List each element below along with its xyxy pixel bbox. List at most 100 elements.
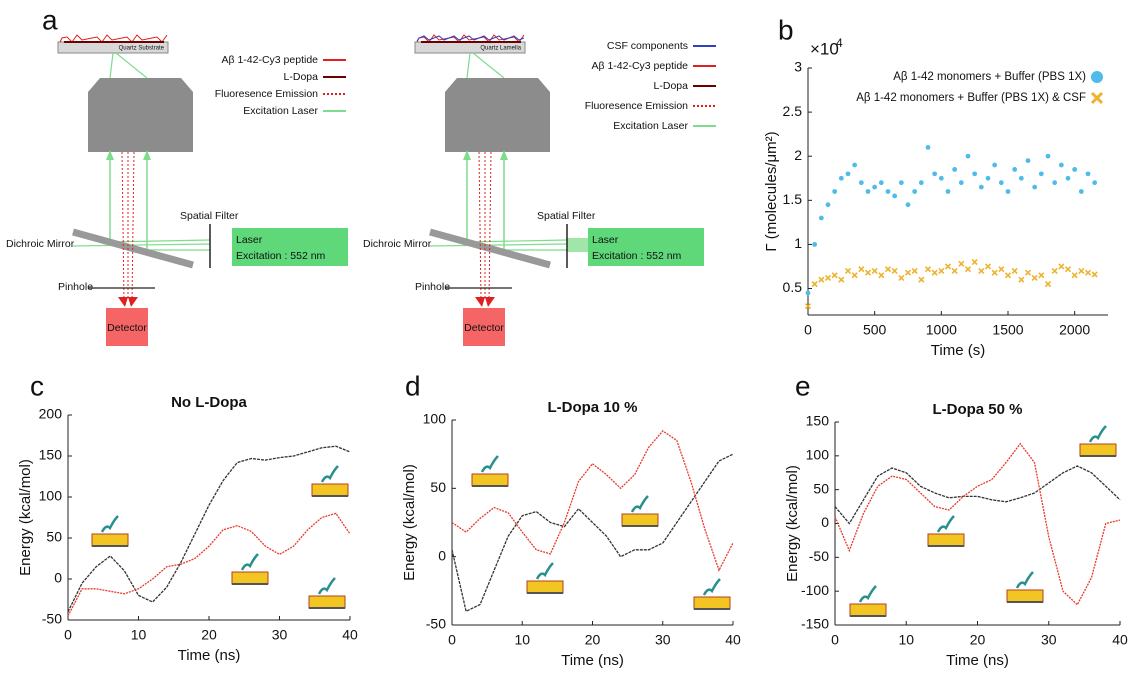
- mirror-label: Dichroic Mirror: [363, 238, 432, 250]
- peptide-structure: [702, 578, 721, 596]
- y-axis-label: Energy (kcal/mol): [784, 465, 801, 582]
- data-line: [451, 453, 734, 613]
- laser-beam: [472, 52, 505, 79]
- membrane: [308, 595, 346, 609]
- data-point: [1078, 267, 1085, 274]
- csf-component: [416, 35, 525, 42]
- y-axis-label: Γ (molecules/μm²): [763, 131, 780, 251]
- peptide: [416, 34, 525, 43]
- peptide-structure: [320, 465, 339, 483]
- mirror-label: Dichroic Mirror: [6, 238, 75, 250]
- data-point: [944, 263, 952, 270]
- data-point: [825, 202, 831, 208]
- membrane: [693, 596, 731, 610]
- data-point: [905, 202, 911, 208]
- data-point: [1092, 180, 1098, 186]
- data-point: [971, 259, 978, 266]
- y-tick-label: 0: [54, 570, 62, 586]
- arrow: [475, 297, 495, 307]
- l-dopa: [421, 41, 521, 43]
- laser-label: Laser: [592, 234, 619, 246]
- data-point: [1038, 171, 1044, 177]
- data-point: [978, 184, 984, 190]
- membrane: [1079, 443, 1117, 457]
- peptide-structure: [317, 577, 336, 595]
- membrane: [526, 580, 564, 594]
- data-point: [938, 175, 944, 181]
- membrane: [471, 473, 509, 487]
- y-tick-label: 150: [806, 413, 830, 429]
- data-point: [1004, 272, 1012, 279]
- data-point: [818, 215, 824, 221]
- y-tick-label: 50: [813, 480, 829, 496]
- data-point: [972, 171, 978, 177]
- data-point: [964, 266, 972, 273]
- data-point: [804, 303, 812, 310]
- data-point: [898, 274, 905, 282]
- x-tick-label: 1000: [926, 322, 957, 338]
- membrane: [231, 571, 269, 585]
- legend-label: Aβ 1-42 monomers + Buffer (PBS 1X): [893, 71, 1086, 83]
- data-point: [858, 266, 865, 273]
- x-tick-label: 20: [201, 627, 217, 643]
- data-point: [998, 180, 1004, 186]
- y-tick-label: 50: [46, 529, 62, 545]
- data-point: [884, 266, 892, 273]
- data-line: [451, 430, 734, 572]
- legend-label: CSF components: [607, 40, 688, 52]
- legend-label: Excitation Laser: [243, 105, 318, 117]
- x-tick-label: 10: [898, 632, 914, 648]
- laser-beam: [109, 52, 114, 79]
- laser-beam: [466, 239, 568, 243]
- pinhole-label: Pinhole: [58, 281, 93, 293]
- data-point: [871, 267, 878, 274]
- y-tick-label: 100: [39, 488, 63, 504]
- x-tick-label: 2000: [1059, 322, 1090, 338]
- y-tick-label: -150: [801, 616, 829, 632]
- data-point: [918, 180, 924, 186]
- x-tick-label: 20: [585, 632, 601, 648]
- data-point: [911, 267, 918, 274]
- membrane: [1006, 589, 1044, 603]
- excitation-label: Excitation : 552 nm: [236, 250, 326, 262]
- data-point: [1044, 281, 1052, 288]
- x-axis-label: Time (ns): [946, 652, 1009, 669]
- data-point: [1071, 272, 1078, 279]
- arrow: [463, 150, 508, 160]
- chart-title: No L-Dopa: [171, 394, 247, 411]
- data-point: [932, 171, 938, 177]
- data-point: [1011, 267, 1018, 274]
- data-point: [844, 267, 852, 274]
- data-point: [1031, 274, 1038, 282]
- y-tick-label: 150: [39, 447, 63, 463]
- y-tick-label: -50: [809, 548, 829, 564]
- y-tick-label: -50: [42, 611, 62, 627]
- data-point: [912, 189, 918, 194]
- detector-label: Detector: [464, 322, 504, 334]
- legend-label: Aβ 1-42-Cy3 peptide: [221, 54, 318, 66]
- peptide-structure: [1015, 571, 1034, 589]
- chart-title: L-Dopa 10 %: [547, 399, 637, 416]
- x-axis-label: Time (ns): [561, 652, 624, 669]
- laser-beam: [109, 239, 211, 243]
- y-tick-label: 1.5: [783, 191, 803, 207]
- data-point: [878, 272, 885, 279]
- x-tick-label: 1500: [992, 322, 1023, 338]
- chart-title: L-Dopa 50 %: [932, 401, 1022, 418]
- y-tick-label: 1: [794, 235, 802, 251]
- data-point: [958, 180, 964, 186]
- legend-label: Aβ 1-42 monomers + Buffer (PBS 1X) & CSF: [856, 92, 1086, 104]
- panel-label: c: [30, 370, 44, 401]
- x-axis-label: Time (s): [931, 342, 985, 359]
- peptide-structure: [535, 562, 554, 580]
- spatial-filter-label: Spatial Filter: [180, 210, 239, 222]
- data-point: [851, 272, 858, 279]
- data-point: [938, 267, 945, 274]
- data-point: [1084, 269, 1092, 276]
- laser-beam: [115, 52, 148, 79]
- data-point: [904, 269, 912, 276]
- data-point: [1012, 167, 1018, 172]
- membrane: [927, 533, 965, 547]
- x-tick-label: 500: [863, 322, 887, 338]
